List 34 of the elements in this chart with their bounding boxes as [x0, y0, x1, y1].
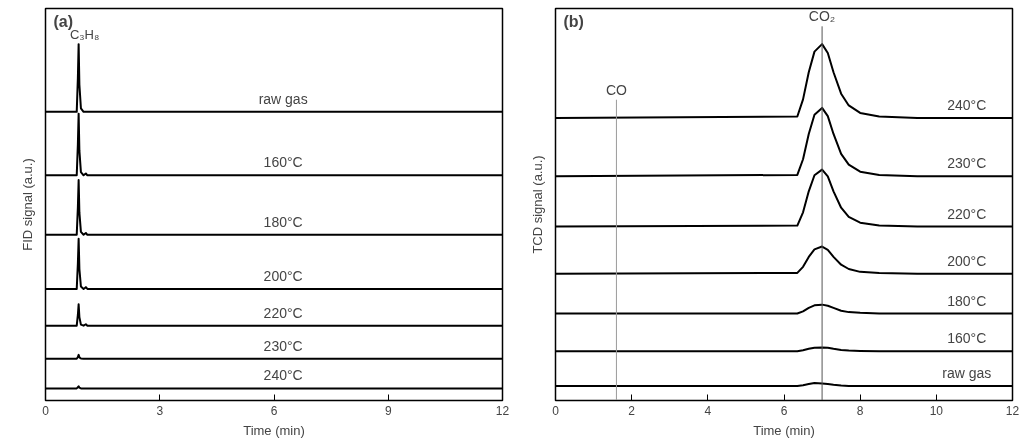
- x-axis-title: Time (min): [753, 422, 815, 438]
- series-label: 180°C: [263, 213, 303, 230]
- series-label: 160°C: [947, 330, 987, 347]
- ref-line-label: CO: [605, 81, 628, 98]
- series-label: 230°C: [947, 155, 987, 172]
- x-tick-label: 8: [856, 403, 864, 418]
- text: (b): [563, 12, 584, 30]
- x-tick-label: 6: [270, 403, 278, 418]
- series-label: 240°C: [263, 367, 303, 384]
- series-label: 200°C: [263, 267, 303, 284]
- y-axis-title: TCD signal (a.u.): [529, 155, 545, 254]
- series-label: 160°C: [263, 154, 303, 171]
- x-tick-label: 0: [552, 403, 560, 418]
- x-tick-label: 4: [704, 403, 712, 418]
- x-axis-title: Time (min): [243, 422, 305, 438]
- text: (a): [53, 12, 74, 30]
- series-label: raw gas: [942, 364, 992, 381]
- ref-line-label: CO₂: [808, 8, 836, 25]
- y-axis-title: FID signal (a.u.): [19, 158, 35, 251]
- x-tick-label: 2: [628, 403, 636, 418]
- series-label: 180°C: [947, 292, 987, 309]
- series-label: raw gas: [258, 90, 308, 107]
- x-tick-label: 12: [1005, 403, 1020, 418]
- x-tick-label: 3: [156, 403, 164, 418]
- x-tick-label: 12: [495, 403, 510, 418]
- series-label: 230°C: [263, 337, 303, 354]
- x-tick-label: 0: [42, 403, 50, 418]
- x-tick-label: 10: [929, 403, 944, 418]
- series-label: 200°C: [947, 252, 987, 269]
- x-tick-label: 6: [780, 403, 788, 418]
- x-tick-label: 9: [384, 403, 392, 418]
- series-label: 220°C: [263, 304, 303, 321]
- series-label: 240°C: [947, 96, 987, 113]
- series-label: 220°C: [947, 205, 987, 222]
